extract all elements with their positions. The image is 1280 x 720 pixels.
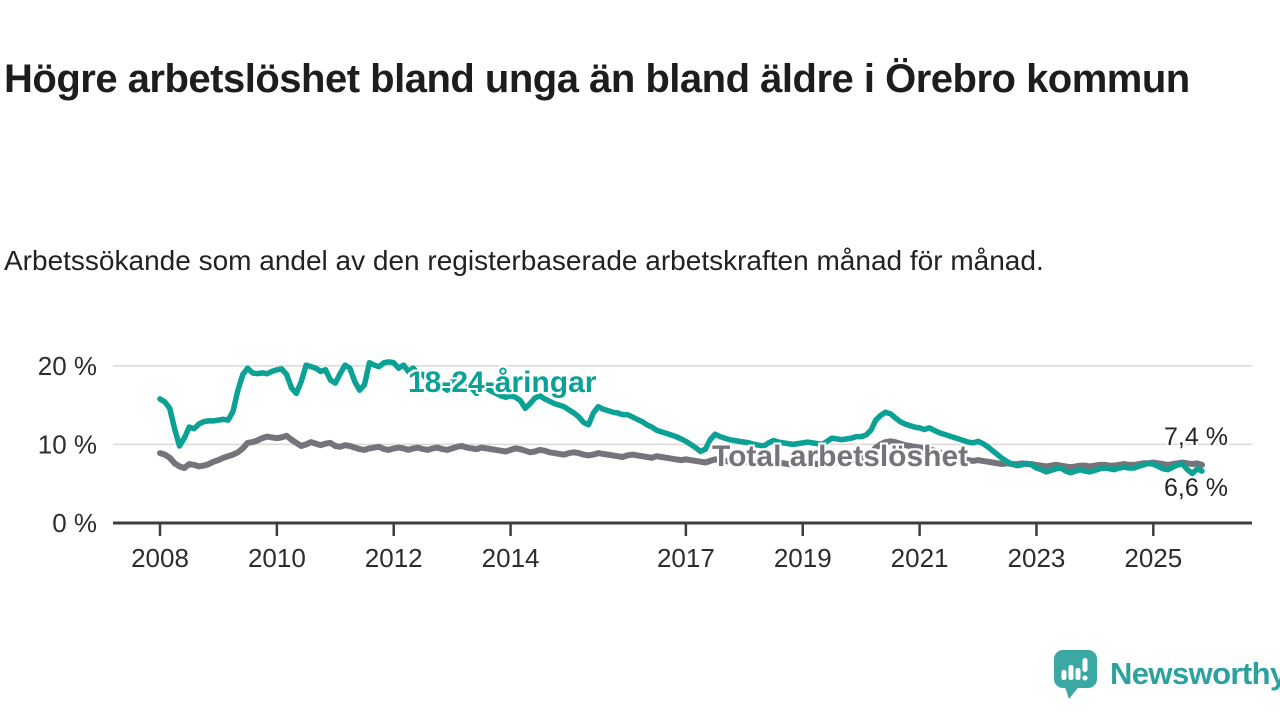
x-axis-tick-label: 2010	[248, 543, 306, 573]
y-axis-tick-label: 20 %	[38, 351, 97, 381]
y-axis-tick-label: 10 %	[38, 429, 97, 459]
newsworthy-logo-icon	[1054, 650, 1097, 699]
newsworthy-logo: Newsworthy	[1052, 648, 1280, 700]
x-axis-tick-label: 2021	[891, 543, 949, 573]
chart-area: 0 % 10 % 20 % 2008 2010 2012 2014 2017 2019 2021 2…	[0, 300, 1280, 600]
x-axis-tick-label: 2025	[1124, 543, 1182, 573]
newsworthy-logo-text: Newsworthy	[1110, 656, 1280, 691]
page-subtitle: Arbetssökande som andel av den registerb…	[4, 245, 1044, 276]
y-axis-tick-label: 0 %	[52, 508, 97, 538]
x-axis-tick-label: 2014	[482, 543, 540, 573]
series-label-total: Total arbetslöshet	[712, 440, 969, 473]
x-axis-tick-label: 2017	[657, 543, 715, 573]
x-axis-tick-label: 2012	[365, 543, 423, 573]
line-18-24-aringar	[157, 359, 1205, 477]
x-axis-tick-label: 2019	[774, 543, 832, 573]
series-label-youth: 18-24-åringar	[408, 366, 597, 399]
end-value-youth: 6,6 %	[1164, 474, 1228, 502]
chart-canvas: 0 % 10 % 20 % 2008 2010 2012 2014 2017 2019 2021 2…	[38, 351, 1252, 573]
page-title: Högre arbetslöshet bland unga än bland ä…	[4, 56, 1190, 101]
end-value-total: 7,4 %	[1164, 423, 1228, 451]
x-axis-tick-label: 2008	[131, 543, 189, 573]
x-axis-tick-label: 2023	[1008, 543, 1066, 573]
